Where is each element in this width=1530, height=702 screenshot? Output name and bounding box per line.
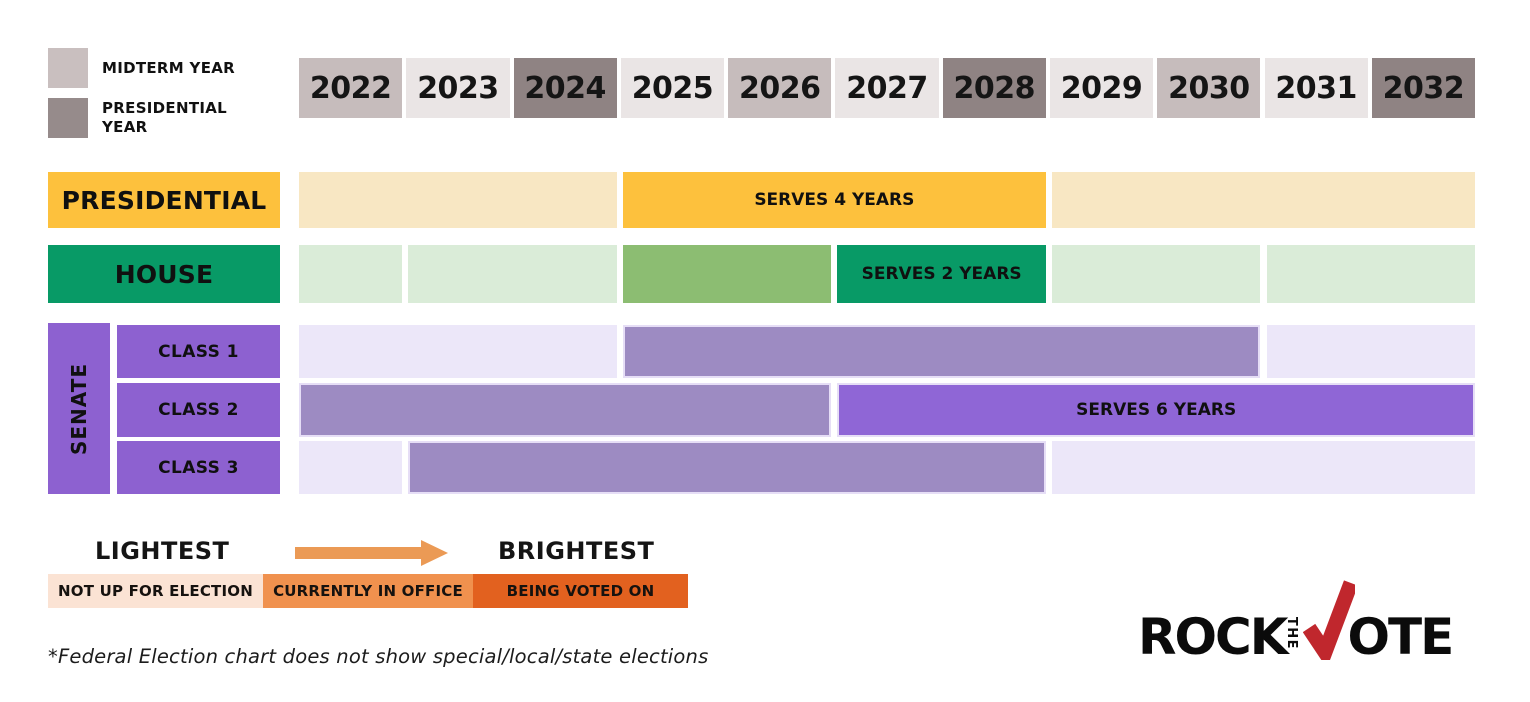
- legend-midterm-year: MIDTERM YEAR: [48, 48, 252, 88]
- legend-presidential-year: PRESIDENTIAL YEAR: [48, 98, 242, 138]
- row-label-senate-class-2: CLASS 2: [117, 383, 280, 437]
- year-cell-2032: 2032: [1371, 58, 1475, 118]
- senate-class-1-segment-2025-2030-currently-in-office: [622, 325, 1261, 378]
- legend-being-voted-on: BEING VOTED ON: [473, 574, 688, 608]
- year-cell-2024: 2024: [513, 58, 617, 118]
- senate-class-3-segment-2023-2028-currently-in-office: [408, 441, 1046, 494]
- senate-class-3-segment-2029-2032-not-up-for-election: [1051, 441, 1475, 494]
- year-cell-2026: 2026: [728, 58, 832, 118]
- legend-not-up-for-election: NOT UP FOR ELECTION: [48, 574, 263, 608]
- checkmark-icon: [1303, 580, 1356, 660]
- house-segment-2027-2028-being-voted-on: SERVES 2 YEARS: [837, 245, 1046, 303]
- house-segment-2029-2030-not-up-for-election: [1051, 245, 1261, 303]
- gradient-arrow-shaft: [295, 547, 421, 559]
- presidential-year-label: PRESIDENTIAL YEAR: [102, 99, 228, 136]
- gradient-arrow-icon: [295, 540, 448, 566]
- logo-the-text-wrap: THE: [1285, 610, 1306, 658]
- house-segment-2023-2024-not-up-for-election: [408, 245, 617, 303]
- presidential-segment-2025-2028-being-voted-on: SERVES 4 YEARS: [622, 172, 1046, 228]
- presidential-year-swatch: [48, 98, 88, 138]
- logo-rock-text: ROCK: [1138, 608, 1288, 666]
- senate-class-2-segment-2022-2026-currently-in-office: [299, 383, 832, 437]
- senate-class-1-segment-2031-2032-not-up-for-election: [1266, 325, 1475, 378]
- logo-the-text: THE: [1284, 616, 1300, 651]
- senate-class-3-segment-2022-2022-not-up-for-election: [299, 441, 403, 494]
- gradient-arrow-head: [421, 540, 448, 566]
- brightest-label: BRIGHTEST: [498, 537, 655, 565]
- senate-group-label-text: SENATE: [67, 362, 92, 455]
- row-label-senate-class-1: CLASS 1: [117, 325, 280, 378]
- year-cell-2028: 2028: [942, 58, 1046, 118]
- year-cell-2029: 2029: [1049, 58, 1154, 118]
- presidential-segment-2029-2032-not-up-for-election: [1051, 172, 1475, 228]
- midterm-year-swatch: [48, 48, 88, 88]
- house-segment-2031-2032-not-up-for-election: [1266, 245, 1475, 303]
- footnote: *Federal Election chart does not show sp…: [48, 645, 709, 668]
- midterm-year-label: MIDTERM YEAR: [102, 58, 236, 77]
- lightest-label: LIGHTEST: [95, 537, 230, 565]
- logo-ote-text: OTE: [1347, 608, 1454, 666]
- legend-currently-in-office: CURRENTLY IN OFFICE: [263, 574, 473, 608]
- rock-the-vote-logo: ROCK THE OTE: [1138, 580, 1454, 666]
- year-cell-2023: 2023: [406, 58, 510, 118]
- presidential-segment-2022-2024-not-up-for-election: [299, 172, 617, 228]
- year-cell-2022: 2022: [299, 58, 403, 118]
- row-label-senate-class-3: CLASS 3: [117, 441, 280, 494]
- senate-class-2-segment-2027-2032-being-voted-on: SERVES 6 YEARS: [837, 383, 1475, 437]
- house-segment-2025-2026-currently-in-office: [622, 245, 832, 303]
- row-label-presidential: PRESIDENTIAL: [48, 172, 280, 228]
- house-segment-2022-2022-not-up-for-election: [299, 245, 403, 303]
- senate-class-1-segment-2022-2024-not-up-for-election: [299, 325, 617, 378]
- row-label-house: HOUSE: [48, 245, 280, 303]
- senate-group-label: SENATE: [48, 323, 110, 494]
- year-cell-2027: 2027: [835, 58, 939, 118]
- year-cell-2031: 2031: [1264, 58, 1368, 118]
- year-cell-2030: 2030: [1157, 58, 1261, 118]
- year-cell-2025: 2025: [620, 58, 725, 118]
